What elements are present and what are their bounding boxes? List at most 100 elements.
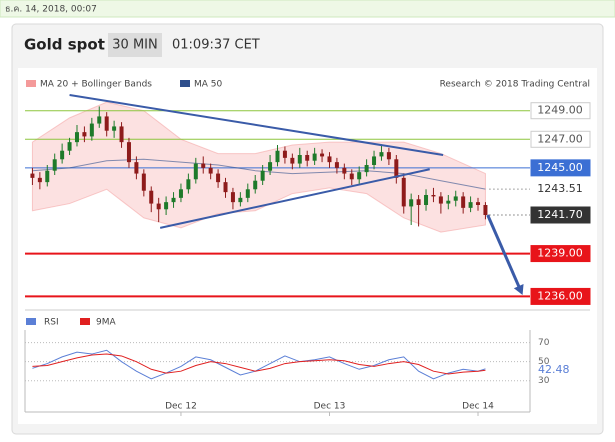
candle-body [320, 153, 325, 157]
time: 01:09:37 CET [172, 38, 260, 53]
candle-body [438, 196, 443, 204]
candle-body [119, 126, 124, 143]
candle-body [461, 196, 466, 208]
candle-body [230, 192, 235, 203]
level-label: 1247.00 [537, 132, 583, 145]
candle-body [416, 199, 421, 205]
candle-body [327, 156, 332, 163]
candle-body [30, 173, 35, 178]
timeframe-box[interactable] [108, 33, 162, 57]
level-box [530, 206, 591, 224]
legend-swatch [26, 80, 36, 87]
candle-body [334, 162, 339, 168]
candle-body [349, 173, 354, 180]
level-label: 1245.00 [537, 161, 583, 174]
candle-body [45, 170, 50, 183]
candle-body [193, 163, 198, 180]
candle-body [468, 202, 473, 208]
candle-body [453, 196, 458, 201]
legend-swatch [80, 318, 90, 325]
candle-body [379, 152, 384, 157]
date: ธ.ค. 14, 2018, 00:07 [5, 5, 97, 15]
candle-body [409, 199, 414, 207]
level-label: 1243.51 [537, 182, 583, 195]
candle-body [164, 202, 169, 210]
x-tick-label: Dec 13 [314, 402, 346, 412]
legend-label: 9MA [96, 318, 116, 328]
timeframe[interactable]: 30 MIN [112, 38, 157, 53]
candle-body [216, 173, 221, 183]
candle-body [253, 180, 258, 190]
level-label: 1249.00 [537, 104, 583, 117]
candle-body [282, 150, 287, 158]
arrow-head [513, 284, 524, 295]
level-box [530, 159, 591, 177]
candle-body [126, 142, 131, 163]
candle-body [357, 172, 362, 180]
candle-body [401, 177, 406, 207]
level-box [530, 130, 591, 148]
level-box [530, 102, 591, 120]
level-label: 1241.70 [537, 208, 583, 221]
candle-body [171, 197, 176, 203]
level-box [530, 245, 591, 263]
candle-body [141, 173, 146, 191]
candle-body [245, 189, 250, 198]
legend-label: MA 20 + Bollinger Bands [40, 80, 152, 90]
level-label: 1239.00 [537, 247, 583, 260]
x-tick-label: Dec 14 [462, 402, 494, 412]
candle-body [372, 156, 377, 165]
candle-body [446, 200, 451, 204]
candle-body [364, 165, 369, 173]
candle-body [312, 153, 317, 161]
candle-body [186, 179, 191, 190]
candle-body [208, 167, 213, 174]
candle-body [37, 177, 42, 183]
candle-body [67, 142, 72, 151]
legend-label: MA 50 [194, 80, 223, 90]
y-tick-label: 30 [538, 376, 550, 386]
rsi-line [32, 349, 486, 380]
candle-body [305, 155, 310, 161]
candle-body [290, 157, 295, 164]
candle-body [275, 150, 280, 163]
rsi-value: 42.48 [538, 363, 570, 376]
candle-body [60, 150, 65, 160]
candle-body [104, 116, 109, 131]
bollinger-band [31, 101, 486, 233]
candle-body [386, 152, 391, 160]
candle-body [201, 163, 206, 168]
candle-body [223, 182, 228, 193]
legend-swatch [26, 318, 36, 325]
candle-body [431, 195, 436, 197]
candle-body [89, 123, 94, 137]
top-bar [0, 0, 615, 18]
legend-label: RSI [44, 318, 59, 328]
candle-body [97, 116, 102, 124]
candle-body [149, 190, 154, 204]
candle-body [268, 162, 273, 171]
candle-body [134, 162, 139, 174]
candle-body [394, 159, 399, 178]
candle-body [483, 205, 488, 215]
level-box [530, 287, 591, 305]
candle-body [424, 195, 429, 205]
candle-body [156, 203, 161, 210]
candle-body [238, 197, 243, 203]
x-tick-label: Dec 12 [165, 402, 197, 412]
candle-body [52, 159, 57, 171]
arrow-shaft [486, 214, 522, 291]
rsi-line [32, 353, 486, 375]
candle-body [112, 126, 117, 131]
trendline [159, 168, 430, 229]
candle-body [82, 132, 87, 137]
trendline [69, 94, 444, 156]
y-tick-label: 70 [538, 338, 550, 348]
candle-body [476, 202, 481, 205]
candle-body [178, 189, 183, 198]
y-tick-label: 50 [538, 357, 550, 367]
candle-body [74, 132, 79, 143]
level-label: 1236.00 [537, 289, 583, 302]
title: Gold spot [24, 36, 105, 54]
